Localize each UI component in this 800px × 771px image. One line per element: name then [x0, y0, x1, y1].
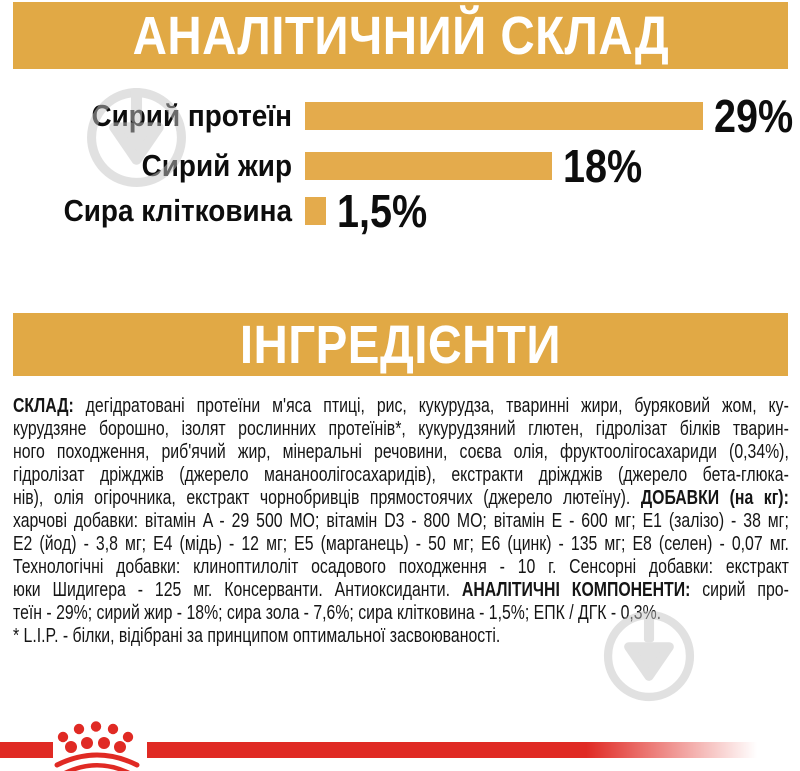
logo-right-bar [147, 742, 757, 758]
bar-label: Сирий протеїн [91, 98, 292, 133]
ingredients-line: СКЛАД: дегідратовані протеїни м'яса птиц… [13, 394, 789, 417]
bar [305, 102, 703, 130]
bar-value: 1,5% [337, 185, 428, 237]
ingredients-line: гідролізат дріжджів (джерело мананооліго… [13, 463, 789, 486]
bar-label: Сира клітковина [63, 193, 292, 228]
section-title-ingredients: ІНГРЕДІЄНТИ [239, 314, 562, 375]
bar-value: 29% [714, 90, 794, 142]
ingredients-line: курудзяне борошно, ізолят рослинних прот… [13, 417, 789, 440]
bar [305, 197, 326, 225]
composition-bar-chart: Сирий протеїн 29% Сирий жир 18% Сира клітков… [0, 0, 800, 240]
logo-left-bar [0, 742, 53, 758]
section-title-analytical: АНАЛІТИЧНИЙ СКЛАД [132, 5, 669, 66]
ingredients-lines: СКЛАД: дегідратовані протеїни м'яса птиц… [13, 394, 789, 647]
ingredients-line: харчові добавки: вітамін A - 29 500 МО; … [13, 509, 789, 532]
ingredients-line: Технологічні добавки: клиноптилоліт осад… [13, 555, 789, 578]
royal-canin-crown-logo [0, 721, 757, 771]
section-header-analytical: АНАЛІТИЧНИЙ СКЛАД [13, 2, 788, 69]
bar-label: Сирий жир [141, 148, 292, 183]
section-header-ingredients: ІНГРЕДІЄНТИ [13, 313, 788, 376]
bar [305, 152, 552, 180]
ingredients-line: нів), олія огірочника, екстракт чорнобри… [13, 486, 789, 509]
ingredients-line: * L.I.P. - білки, відібрані за принципом… [13, 624, 501, 647]
bar-value: 18% [563, 140, 643, 192]
ingredients-line: юки Шидигера - 125 мг. Консерванти. Анти… [13, 578, 789, 601]
ingredients-line: E2 (йод) - 3,8 мг; E4 (мідь) - 12 мг; E5… [13, 532, 789, 555]
ingredients-line: ного походження, риб'ячий жир, мінеральн… [13, 440, 789, 463]
ingredients-line: теїн - 29%; сирий жир - 18%; сира зола -… [13, 601, 662, 624]
ingredients-text-block: СКЛАД: дегідратовані протеїни м'яса птиц… [13, 394, 789, 647]
